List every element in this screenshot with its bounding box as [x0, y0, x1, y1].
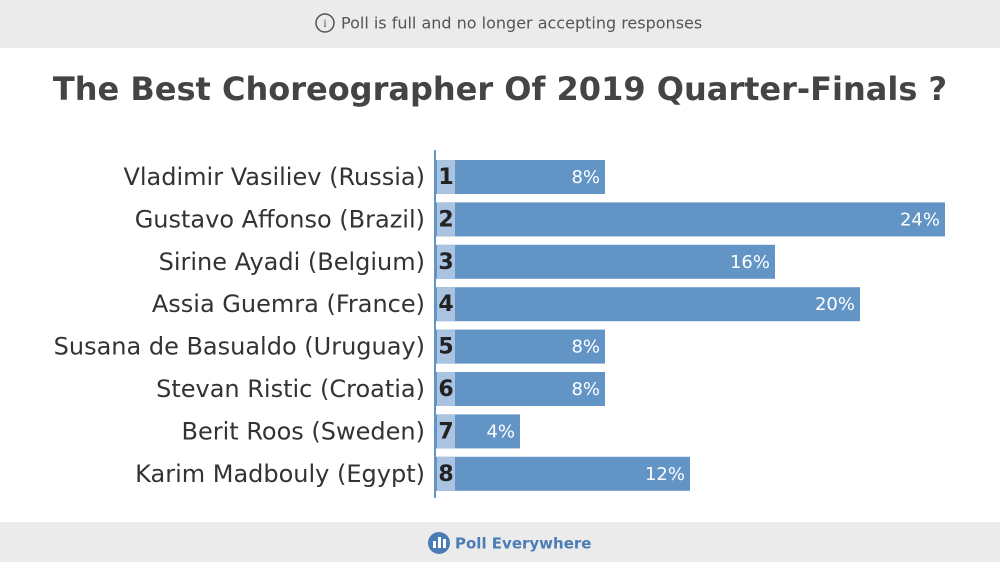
bar: [435, 244, 775, 279]
bar: [435, 160, 605, 194]
footer-bg: [0, 522, 1000, 562]
rank-box: [437, 160, 455, 194]
value-label: 4%: [486, 421, 515, 442]
bar: [435, 456, 690, 491]
category-label: Susana de Basualdo (Uruguay): [54, 333, 425, 361]
rank-box: [437, 414, 455, 449]
rank-label: 6: [438, 377, 453, 402]
rank-label: 5: [438, 335, 453, 360]
bars: Vladimir Vasiliev (Russia) 1 8% Gustavo Aff…: [54, 160, 945, 491]
info-icon: [315, 13, 335, 33]
category-label: Berit Roos (Sweden): [182, 417, 425, 445]
rank-label: 3: [438, 250, 453, 275]
value-label: 24%: [900, 209, 940, 230]
rank-box: [437, 456, 455, 491]
rank-label: 4: [438, 292, 453, 317]
banner-text: Poll is full and no longer accepting res…: [341, 14, 702, 33]
brand-logo: [428, 532, 450, 554]
value-label: 12%: [645, 464, 685, 485]
rank-box: [437, 287, 455, 322]
value-label: 8%: [571, 167, 600, 188]
rank-label: 8: [438, 462, 453, 487]
category-label: Vladimir Vasiliev (Russia): [123, 163, 425, 191]
brand-name: Poll Everywhere: [455, 535, 591, 553]
info-icon-glyph: i: [323, 16, 327, 30]
value-label: 16%: [730, 252, 770, 273]
value-label: 20%: [815, 294, 855, 315]
category-label: Gustavo Affonso (Brazil): [135, 205, 425, 233]
category-label: Assia Guemra (France): [152, 290, 425, 318]
rank-box: [437, 202, 455, 237]
value-label: 8%: [571, 379, 600, 400]
rank-box: [437, 244, 455, 279]
bar: [435, 329, 605, 364]
category-label: Sirine Ayadi (Belgium): [159, 248, 425, 276]
chart-title: The Best Choreographer Of 2019 Quarter-F…: [53, 70, 947, 108]
rank-label: 7: [438, 419, 453, 444]
category-label: Stevan Ristic (Croatia): [156, 375, 425, 403]
category-label: Karim Madbouly (Egypt): [135, 460, 425, 488]
rank-label: 2: [438, 207, 453, 232]
banner-bg: [0, 0, 1000, 48]
value-label: 8%: [571, 337, 600, 358]
bar: [435, 372, 605, 406]
rank-label: 1: [438, 165, 453, 190]
rank-box: [437, 329, 455, 364]
bar: [435, 202, 945, 237]
bar: [435, 287, 860, 322]
rank-box: [437, 372, 455, 406]
